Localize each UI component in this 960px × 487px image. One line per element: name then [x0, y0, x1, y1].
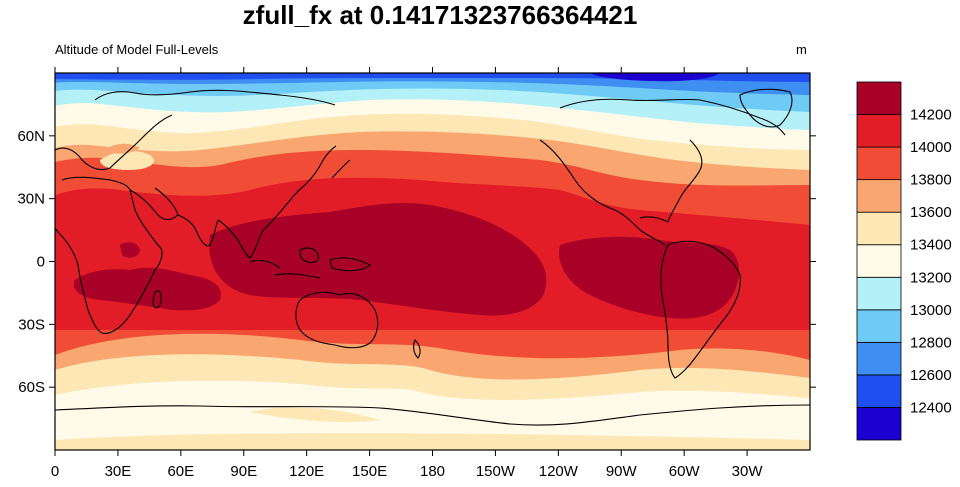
y-tick-label: 30S	[18, 316, 45, 333]
arabia-coast	[129, 187, 179, 221]
colorbar-label: 13400	[910, 237, 952, 254]
band-sh-13400	[55, 380, 810, 450]
x-axis-ticks: 0 30E 60E 90E 120E 150E 180 150W 120W 90W 60W 30W	[51, 67, 764, 480]
japan-coast	[331, 159, 351, 179]
antarctica-coast	[55, 404, 810, 426]
colorbar-box	[856, 374, 902, 408]
colorbar-box	[856, 114, 902, 148]
caribbean-coast	[639, 216, 669, 223]
x-tick-label: 0	[51, 463, 59, 480]
arctic-canada-coast	[559, 98, 786, 136]
y-tick-label: 60N	[17, 128, 45, 145]
colorbar-label: 12800	[910, 334, 952, 351]
new-zealand-coast	[413, 339, 421, 359]
java-coast	[274, 273, 321, 279]
plot-title: zfull_fx at 0.14171323766364421	[242, 0, 638, 30]
colorbar-box	[856, 309, 902, 343]
colorbar-box	[856, 341, 902, 376]
borneo-coast	[299, 247, 319, 264]
x-tick-label: 180	[420, 463, 445, 480]
south-america-coast	[660, 240, 741, 379]
north-america-east-coast	[667, 139, 703, 223]
colorbar-label: 12400	[910, 399, 952, 416]
x-tick-label: 90E	[230, 463, 257, 480]
x-tick-label: 90W	[606, 463, 638, 480]
core-east-pacific	[559, 236, 740, 319]
colorbar-label: 13000	[910, 302, 952, 319]
india-coast	[177, 214, 219, 247]
australia-coast	[295, 291, 379, 349]
colorbar-label: 12600	[910, 367, 952, 384]
east-asia-coast	[304, 145, 337, 186]
band-sh-13600-patch	[250, 407, 380, 423]
colorbar-box	[856, 179, 902, 213]
core-africa	[120, 242, 140, 258]
africa-coast	[55, 176, 163, 334]
x-tick-label: 30W	[732, 463, 764, 480]
greenland-coast	[739, 88, 793, 128]
x-tick-label: 150E	[352, 463, 387, 480]
new-guinea-coast	[329, 257, 371, 272]
y-tick-label: 60S	[18, 379, 45, 396]
x-tick-label: 120W	[539, 463, 579, 480]
madagascar-coast	[152, 290, 162, 309]
patch-europe-2	[105, 143, 140, 154]
colorbar: 12400 12600 12800 13000 13200 13400 13600 13800…	[856, 81, 952, 441]
colorbar-box	[856, 407, 902, 441]
colorbar-label: 14000	[910, 139, 952, 156]
sumatra-coast	[249, 259, 281, 269]
band-nh-12400	[590, 73, 720, 82]
north-eurasia-coast	[94, 89, 336, 106]
y-axis-ticks: 60N 30N 0 30S 60S	[17, 128, 816, 396]
north-america-west-coast	[539, 139, 666, 246]
units-label: m	[796, 42, 807, 57]
se-asia-coast	[217, 184, 306, 259]
variable-long-name: Altitude of Model Full-Levels	[55, 42, 219, 57]
core-indian-ocean	[73, 267, 221, 311]
colorbar-label: 13800	[910, 172, 952, 189]
coastlines	[55, 88, 810, 426]
x-tick-label: 150W	[476, 463, 516, 480]
contour-fill	[55, 73, 810, 450]
x-tick-label: 60W	[669, 463, 701, 480]
y-tick-label: 0	[37, 254, 45, 271]
x-tick-label: 60E	[167, 463, 194, 480]
colorbar-box	[856, 211, 902, 246]
colorbar-label: 13200	[910, 269, 952, 286]
y-tick-label: 30N	[17, 191, 45, 208]
colorbar-label: 13600	[910, 204, 952, 221]
colorbar-box	[856, 244, 902, 278]
colorbar-label: 14200	[910, 107, 952, 124]
x-tick-label: 120E	[289, 463, 324, 480]
colorbar-box	[856, 81, 902, 115]
colorbar-box	[856, 276, 902, 311]
colorbar-box	[856, 146, 902, 181]
x-tick-label: 30E	[105, 463, 132, 480]
core-west-pacific	[209, 202, 547, 316]
band-sh-pole	[55, 433, 810, 450]
europe-coast	[55, 114, 173, 171]
